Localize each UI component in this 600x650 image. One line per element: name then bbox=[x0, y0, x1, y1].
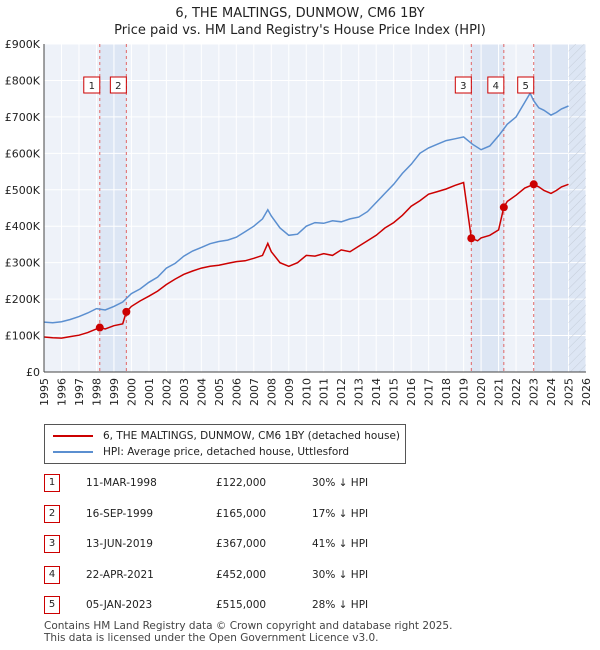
sale-date: 05-JAN-2023 bbox=[86, 599, 153, 611]
x-tick-label: 2004 bbox=[195, 378, 208, 406]
x-tick-label: 2005 bbox=[213, 378, 226, 406]
series-line-property bbox=[43, 181, 569, 339]
sale-hpi-diff: 17% ↓ HPI bbox=[312, 508, 369, 520]
sale-label: 4 bbox=[493, 81, 499, 92]
footer-copyright: Contains HM Land Registry data © Crown c… bbox=[44, 620, 453, 632]
sale-label: 2 bbox=[115, 81, 121, 92]
sale-point bbox=[529, 180, 538, 189]
legend-swatch-property bbox=[53, 435, 93, 437]
sale-price: £452,000 bbox=[216, 569, 267, 581]
sale-label: 3 bbox=[460, 81, 466, 92]
x-tick-label: 2026 bbox=[580, 378, 593, 406]
y-tick-label: £600K bbox=[5, 147, 41, 160]
sale-label: 1 bbox=[89, 81, 95, 92]
x-tick-label: 2014 bbox=[370, 378, 383, 406]
x-tick-label: 2018 bbox=[440, 378, 453, 406]
sale-hpi-diff: 41% ↓ HPI bbox=[312, 538, 369, 550]
x-tick-label: 1996 bbox=[55, 378, 68, 406]
x-tick-label: 2024 bbox=[545, 378, 558, 406]
y-tick-label: £100K bbox=[5, 330, 41, 343]
price-chart: 1 2 3 4 5 £0 £100K £200K £300K £400K £500K £600K £70… bbox=[5, 38, 593, 406]
chart-subtitle: Price paid vs. HM Land Registry's House … bbox=[114, 23, 486, 38]
sale-price: £122,000 bbox=[216, 477, 267, 489]
legend-item-hpi: HPI: Average price, detached house, Uttl… bbox=[53, 444, 349, 460]
sale-row: 3 13-JUN-2019 £367,000 41% ↓ HPI bbox=[0, 535, 600, 555]
sale-point bbox=[499, 203, 508, 212]
x-tick-label: 2006 bbox=[230, 378, 243, 406]
sale-date: 11-MAR-1998 bbox=[86, 477, 157, 489]
x-tick-label: 2023 bbox=[528, 378, 541, 406]
x-tick-label: 2009 bbox=[283, 378, 296, 406]
x-tick-label: 2022 bbox=[510, 378, 523, 406]
legend-item-property: 6, THE MALTINGS, DUNMOW, CM6 1BY (detach… bbox=[53, 428, 400, 444]
sale-number-badge: 1 bbox=[44, 474, 60, 492]
x-tick-label: 2020 bbox=[475, 378, 488, 406]
sale-date: 22-APR-2021 bbox=[86, 569, 154, 581]
y-tick-label: £300K bbox=[5, 257, 41, 270]
x-tick-label: 2016 bbox=[405, 378, 418, 406]
x-tick-label: 2015 bbox=[388, 378, 401, 406]
x-tick-label: 2021 bbox=[493, 378, 506, 406]
x-tick-label: 2025 bbox=[563, 378, 576, 406]
y-tick-label: £200K bbox=[5, 293, 41, 306]
legend-label-hpi: HPI: Average price, detached house, Uttl… bbox=[103, 446, 350, 458]
legend-label-property: 6, THE MALTINGS, DUNMOW, CM6 1BY (detach… bbox=[103, 430, 401, 442]
sale-label-box bbox=[517, 76, 535, 94]
x-tick-label: 2010 bbox=[300, 378, 313, 406]
x-tick-label: 2019 bbox=[458, 378, 471, 406]
chart-title: 6, THE MALTINGS, DUNMOW, CM6 1BY bbox=[175, 6, 425, 21]
x-tick-label: 2002 bbox=[160, 378, 173, 406]
sale-number-badge: 3 bbox=[44, 535, 60, 553]
y-tick-label: £900K bbox=[5, 38, 41, 51]
x-tick-label: 2001 bbox=[143, 378, 156, 406]
sale-point bbox=[122, 307, 131, 316]
y-tick-label: £0 bbox=[26, 366, 40, 379]
sale-label-box bbox=[454, 76, 472, 94]
y-tick-label: £400K bbox=[5, 220, 41, 233]
x-tick-label: 2003 bbox=[178, 378, 191, 406]
x-tick-label: 2011 bbox=[318, 378, 331, 406]
sale-number-badge: 5 bbox=[44, 596, 60, 614]
sale-number-badge: 2 bbox=[44, 505, 60, 523]
sale-date: 13-JUN-2019 bbox=[86, 538, 153, 550]
sale-hpi-diff: 30% ↓ HPI bbox=[312, 477, 369, 489]
sale-hpi-diff: 30% ↓ HPI bbox=[312, 569, 369, 581]
x-tick-label: 1997 bbox=[73, 378, 86, 406]
sale-number-badge: 4 bbox=[44, 566, 60, 584]
sale-price: £515,000 bbox=[216, 599, 267, 611]
footer-licence: This data is licensed under the Open Gov… bbox=[44, 632, 379, 644]
x-tick-label: 2012 bbox=[335, 378, 348, 406]
sale-label-box bbox=[487, 76, 505, 94]
x-tick-label: 2007 bbox=[248, 378, 261, 406]
sale-row: 1 11-MAR-1998 £122,000 30% ↓ HPI bbox=[0, 474, 600, 494]
chart-legend: 6, THE MALTINGS, DUNMOW, CM6 1BY (detach… bbox=[44, 424, 406, 464]
x-tick-label: 1995 bbox=[38, 378, 51, 406]
sale-price: £367,000 bbox=[216, 538, 267, 550]
x-tick-label: 2017 bbox=[423, 378, 436, 406]
sale-point bbox=[95, 323, 104, 332]
y-tick-label: £800K bbox=[5, 74, 41, 87]
x-tick-label: 2000 bbox=[125, 378, 138, 406]
x-tick-label: 2013 bbox=[353, 378, 366, 406]
x-tick-label: 1998 bbox=[90, 378, 103, 406]
sale-hpi-diff: 28% ↓ HPI bbox=[312, 599, 369, 611]
sale-price: £165,000 bbox=[216, 508, 267, 520]
sale-row: 2 16-SEP-1999 £165,000 17% ↓ HPI bbox=[0, 505, 600, 525]
series-line-hpi bbox=[43, 91, 569, 324]
sale-label-box bbox=[109, 76, 127, 94]
sale-date: 16-SEP-1999 bbox=[86, 508, 154, 520]
forecast-hatch bbox=[568, 44, 586, 372]
sale-row: 5 05-JAN-2023 £515,000 28% ↓ HPI bbox=[0, 596, 600, 616]
sale-row: 4 22-APR-2021 £452,000 30% ↓ HPI bbox=[0, 566, 600, 586]
legend-swatch-hpi bbox=[53, 451, 93, 453]
y-tick-label: £500K bbox=[5, 184, 41, 197]
y-tick-label: £700K bbox=[5, 111, 41, 124]
sale-period-shade bbox=[99, 44, 127, 372]
x-tick-label: 1999 bbox=[108, 378, 121, 406]
sale-label-box bbox=[83, 76, 101, 94]
sale-point bbox=[467, 234, 476, 243]
x-tick-label: 2008 bbox=[265, 378, 278, 406]
sale-label: 5 bbox=[523, 81, 529, 92]
